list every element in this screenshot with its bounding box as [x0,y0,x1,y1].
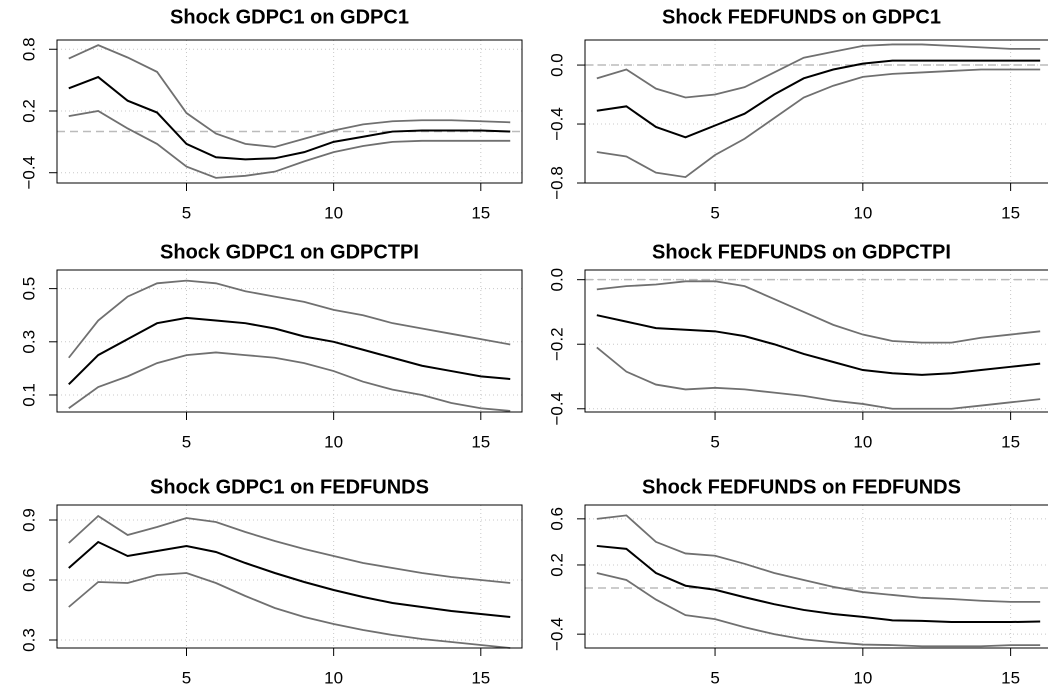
series-line [596,544,1041,624]
y-tick-label: 0.0 [547,268,566,292]
y-tick-label: 0.6 [547,507,566,531]
x-tick-label: 10 [853,203,872,222]
y-tick-label: 0.5 [19,277,38,301]
plot-frame [584,269,1048,413]
plot-frame [56,39,523,184]
series-line [68,316,511,386]
series-line [596,346,1041,410]
y-tick-label: 0.2 [547,553,566,577]
y-tick-label: −0.4 [547,617,566,651]
x-tick-label: 5 [182,432,191,451]
series-line [596,314,1041,376]
chart-title: Shock GDPC1 on GDPC1 [170,6,409,28]
series-line [68,572,511,649]
panel: Shock FEDFUNDS on GDPC1 5 10 15 0.0 −0.4 −0.8 [547,6,1048,222]
x-tick-label: 5 [710,668,719,687]
series-line [68,44,511,148]
panel: Shock GDPC1 on GDPCTPI 5 10 15 0.1 0.3 0.5 [19,241,523,451]
x-tick-label: 15 [471,432,490,451]
chart-title: Shock FEDFUNDS on GDPC1 [662,6,941,28]
x-tick-label: 15 [1001,432,1020,451]
y-tick-label: 0.0 [547,53,566,77]
series-line [596,514,1041,603]
series-line [68,110,511,179]
series-line [596,43,1041,99]
y-tick-label: −0.4 [19,156,38,190]
x-tick-label: 10 [324,203,343,222]
y-tick-label: −0.8 [547,166,566,200]
x-tick-label: 10 [324,668,343,687]
series-line [68,514,511,584]
x-tick-label: 15 [471,203,490,222]
y-tick-label: 0.3 [19,330,38,354]
y-tick-label: −0.2 [547,327,566,361]
y-tick-label: 0.2 [19,99,38,123]
series-line [68,75,511,161]
x-tick-label: 5 [182,668,191,687]
x-tick-label: 10 [324,432,343,451]
series-line [596,59,1041,139]
y-tick-label: 0.8 [19,37,38,61]
y-tick-label: 0.1 [19,383,38,407]
y-tick-label: 0.9 [19,508,38,532]
y-tick-label: 0.6 [19,568,38,592]
plot-frame [56,504,523,649]
x-tick-label: 5 [710,203,719,222]
x-tick-label: 5 [182,203,191,222]
series-line [596,572,1041,648]
y-tick-label: 0.3 [19,628,38,652]
chart-title: Shock GDPC1 on FEDFUNDS [150,476,429,498]
chart-title: Shock FEDFUNDS on FEDFUNDS [642,476,961,498]
x-tick-label: 15 [1001,668,1020,687]
chart-title: Shock GDPC1 on GDPCTPI [160,241,419,263]
panel: Shock FEDFUNDS on FEDFUNDS 5 10 15 −0.4 0.2 0.… [547,476,1048,687]
x-tick-label: 5 [710,432,719,451]
x-tick-label: 10 [853,432,872,451]
series-line [68,351,511,412]
chart-title: Shock FEDFUNDS on GDPCTPI [652,241,951,263]
panel: Shock GDPC1 on GDPC1 5 10 15 −0.4 0.2 0.8 [19,6,523,222]
panel: Shock FEDFUNDS on GDPCTPI 5 10 15 0.0 −0.2 −0.… [547,241,1048,451]
y-tick-label: −0.4 [547,392,566,426]
panel: Shock GDPC1 on FEDFUNDS 5 10 15 0.3 0.6 0.9 [19,476,523,687]
plot-frame [584,504,1048,649]
y-tick-label: −0.4 [547,107,566,141]
plot-frame [56,269,523,413]
x-tick-label: 10 [853,668,872,687]
x-tick-label: 15 [1001,203,1020,222]
series-line [596,280,1041,344]
plot-frame [584,39,1048,184]
series-line [68,540,511,618]
series-line [596,68,1041,179]
series-line [68,279,511,359]
x-tick-label: 15 [471,668,490,687]
